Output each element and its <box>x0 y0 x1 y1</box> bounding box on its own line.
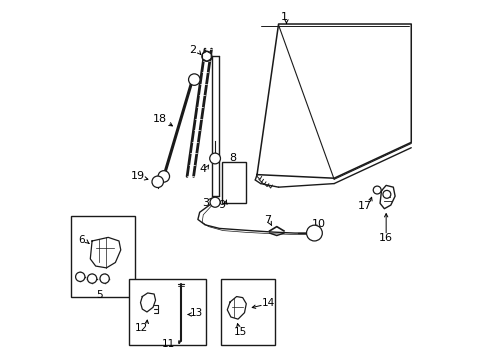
Circle shape <box>87 274 97 283</box>
Text: 1: 1 <box>280 12 287 22</box>
Circle shape <box>306 225 322 241</box>
Text: 10: 10 <box>311 219 325 229</box>
Circle shape <box>76 272 85 282</box>
Circle shape <box>209 153 220 164</box>
Text: 8: 8 <box>229 153 236 163</box>
Circle shape <box>372 186 380 194</box>
Circle shape <box>188 74 200 85</box>
Bar <box>221 279 274 345</box>
Circle shape <box>382 190 390 198</box>
Text: 3: 3 <box>202 198 209 208</box>
Circle shape <box>210 197 220 207</box>
Text: 2: 2 <box>188 45 196 55</box>
Circle shape <box>100 274 109 283</box>
Text: 15: 15 <box>234 327 247 337</box>
Circle shape <box>152 176 163 188</box>
Text: 9: 9 <box>218 200 225 210</box>
Text: 7: 7 <box>264 215 271 225</box>
Text: 17: 17 <box>357 201 371 211</box>
Bar <box>222 162 245 203</box>
Text: 4: 4 <box>199 164 206 174</box>
Text: 18: 18 <box>152 114 166 124</box>
Text: 19: 19 <box>130 171 144 181</box>
Text: 6: 6 <box>79 235 85 245</box>
Text: 5: 5 <box>97 291 103 301</box>
Circle shape <box>202 51 211 61</box>
Text: 12: 12 <box>135 323 148 333</box>
Text: 14: 14 <box>261 298 274 308</box>
Bar <box>70 216 135 297</box>
Text: 13: 13 <box>189 309 203 318</box>
Text: 11: 11 <box>161 339 174 349</box>
Text: 16: 16 <box>378 233 392 243</box>
Bar <box>129 279 206 345</box>
Circle shape <box>158 171 169 182</box>
